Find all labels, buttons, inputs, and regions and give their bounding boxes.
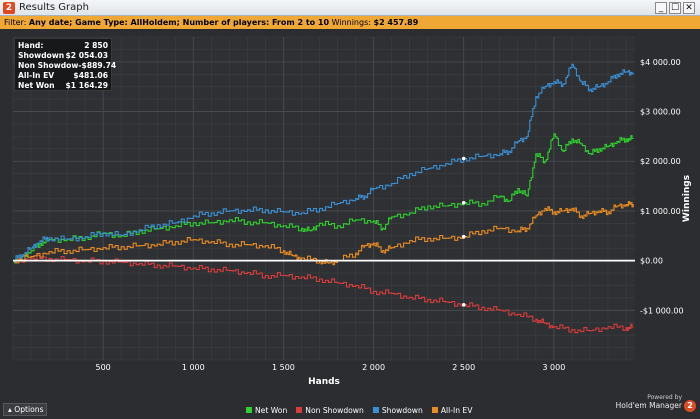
y-tick-label: $1 000.00 (640, 207, 681, 216)
stats-panel: Hand: 2 850 Showdown $2 054.03 Non Showd… (14, 38, 116, 91)
window-titlebar: 2 Results Graph _ ☐ ✕ (0, 0, 700, 16)
x-axis-title: Hands (308, 377, 340, 387)
stat-value: $2 054.03 (65, 51, 108, 60)
minimize-button[interactable]: _ (655, 2, 667, 14)
y-tick-label: -$1 000.00 (640, 306, 684, 315)
stat-label: Net Won (18, 81, 55, 90)
legend-swatch (246, 407, 252, 413)
legend-label: Net Won (255, 405, 288, 415)
stat-label: Hand: (18, 41, 44, 50)
series-line-showdown (13, 63, 634, 262)
x-tick-label: 1 500 (272, 363, 295, 372)
brand-block: Powered by Hold'em Manager 2 (616, 394, 698, 416)
legend-item-showdown[interactable]: Showdown (372, 405, 423, 415)
window-title: Results Graph (19, 2, 89, 13)
stat-row-showdown: Showdown $2 054.03 (18, 51, 108, 61)
stat-row-hand: Hand: 2 850 (18, 41, 108, 51)
filter-text: Any date; Game Type: AllHoldem; Number o… (28, 18, 330, 27)
results-chart[interactable]: 500 1 000 1 500 2 000 2 500 3 000 -$1 000.00 $0… (0, 29, 700, 403)
x-tick-label: 2 500 (452, 363, 475, 372)
cursor-point (461, 200, 466, 205)
options-label: Options (14, 405, 44, 414)
legend-item-all-in-ev[interactable]: All-In EV (431, 405, 473, 415)
brand-name: Hold'em Manager (615, 401, 682, 410)
stat-label: All-In EV (18, 71, 55, 80)
x-tick-label: 2 000 (362, 363, 385, 372)
brand-logo-icon: 2 (684, 400, 696, 412)
winnings-value: $2 457.89 (373, 18, 419, 27)
stat-row-net-won: Net Won $1 164.29 (18, 81, 108, 91)
legend-label: Showdown (381, 405, 423, 415)
legend-label: All-In EV (440, 405, 473, 415)
stat-label: Showdown (18, 51, 65, 60)
y-tick-label: $3 000.00 (640, 108, 681, 117)
stat-value: -$889.74 (78, 61, 117, 70)
series-line-net-won (13, 133, 634, 264)
options-button[interactable]: ▴ Options (3, 403, 47, 416)
legend-item-non-showdown[interactable]: Non Showdown (296, 406, 364, 415)
chart-legend: Net Won Non Showdown Showdown All-In EV (246, 404, 472, 416)
stat-value: 2 850 (84, 41, 108, 50)
powered-by-text: Powered by (647, 394, 682, 401)
legend-swatch (372, 407, 379, 413)
legend-label: Non Showdown (305, 405, 364, 415)
cursor-point (461, 303, 466, 307)
legend-swatch (431, 407, 438, 413)
series-line-all-in-ev (13, 200, 634, 266)
close-button[interactable]: ✕ (683, 2, 695, 14)
stat-value: $1 164.29 (65, 81, 108, 90)
y-tick-label: $0.00 (640, 257, 663, 266)
legend-item-net-won[interactable]: Net Won (246, 406, 287, 415)
y-axis-title: Winnings (682, 175, 692, 222)
filter-bar: Filter: Any date; Game Type: AllHoldem; … (0, 16, 700, 29)
x-tick-label: 1 000 (182, 363, 205, 372)
stat-label: Non Showdow (18, 61, 79, 70)
cursor-point (461, 234, 466, 239)
maximize-button[interactable]: ☐ (669, 2, 681, 14)
winnings-label: Winnings: (331, 18, 371, 27)
options-arrow-icon: ▴ (8, 405, 12, 414)
y-tick-label: $4 000.00 (640, 58, 681, 67)
y-tick-label: $2 000.00 (640, 157, 681, 166)
stat-row-all-in-ev: All-In EV $481.06 (18, 71, 108, 81)
series-line-non-showdown (13, 254, 634, 334)
stat-value: $481.06 (73, 71, 108, 80)
x-tick-label: 500 (96, 363, 111, 372)
cursor-point (461, 156, 466, 161)
legend-swatch (296, 407, 303, 413)
app-logo-icon: 2 (3, 2, 15, 14)
x-tick-label: 3 000 (542, 363, 565, 372)
stat-row-non-showdown: Non Showdow -$889.74 (18, 61, 116, 71)
filter-label: Filter: (4, 18, 27, 27)
